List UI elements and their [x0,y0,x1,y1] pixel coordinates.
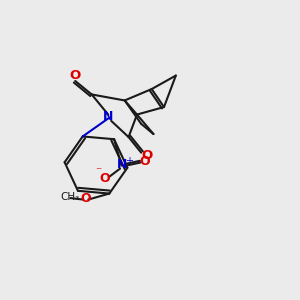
Text: O: O [140,154,150,168]
Text: O: O [100,172,110,185]
Text: CH₃: CH₃ [61,192,80,203]
Text: N: N [117,158,128,172]
Text: N: N [103,110,113,124]
Text: O: O [141,148,152,162]
Text: ⁻: ⁻ [95,165,102,178]
Text: O: O [69,69,80,82]
Text: O: O [80,192,91,206]
Text: +: + [125,156,133,167]
